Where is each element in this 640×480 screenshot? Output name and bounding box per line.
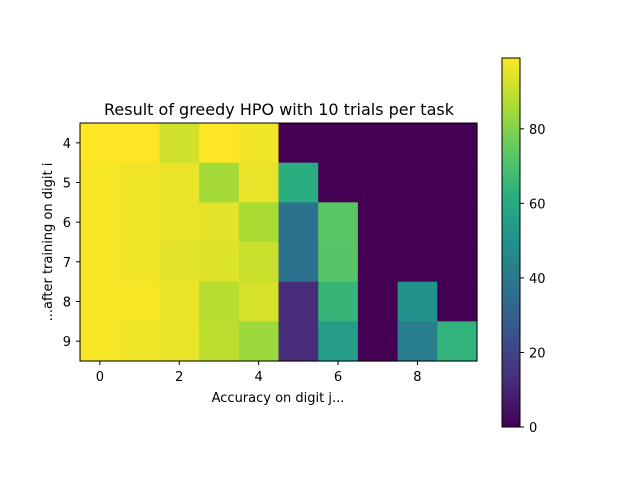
x-tick-label: 4	[255, 370, 263, 385]
heatmap-cell-r4-c2	[159, 123, 200, 164]
heatmap-cell-r7-c5	[278, 242, 319, 283]
colorbar-ticks: 0 20 40 60 80	[520, 123, 546, 436]
heatmap-cell-r6-c7	[357, 202, 399, 243]
heatmap-cell-r8-c6	[318, 281, 359, 322]
heatmap-cell-r5-c0	[80, 162, 121, 203]
heatmap-cell-r6-c5	[278, 202, 319, 243]
heatmap-cell-r9-c3	[199, 321, 240, 362]
colorbar-tick-label: 0	[529, 421, 537, 436]
heatmap-cell-r7-c1	[119, 242, 160, 283]
heatmap-cell-r7-c6	[318, 242, 359, 283]
plot-frame	[79, 122, 478, 362]
heatmap-cell-r5-c2	[159, 162, 200, 203]
heatmap-cell-r6-c1	[119, 202, 160, 243]
heatmap-cell-r8-c0	[80, 281, 121, 322]
y-tick-label: 7	[63, 256, 71, 271]
heatmap-cell-r6-c2	[159, 202, 200, 243]
x-tick-label: 0	[96, 370, 104, 385]
x-axis: 0 2 4 6 8	[96, 361, 422, 385]
heatmap-cell-r4-c9	[437, 123, 478, 164]
heatmap-cell-r4-c6	[318, 123, 359, 164]
heatmap-cell-r9-c4	[238, 321, 280, 362]
heatmap-cell-r8-c8	[397, 281, 438, 322]
heatmap-cell-r7-c7	[357, 242, 399, 283]
heatmap-cell-r9-c6	[318, 321, 359, 362]
heatmap-cell-r7-c3	[199, 242, 240, 283]
heatmap-cell-r7-c8	[397, 242, 438, 283]
heatmap-cell-r4-c3	[199, 123, 240, 164]
heatmap-cell-r5-c4	[238, 162, 280, 203]
heatmap-cell-r4-c8	[397, 123, 438, 164]
x-axis-label: Accuracy on digit j...	[212, 391, 345, 406]
heatmap-cells	[80, 123, 478, 362]
heatmap-cell-r9-c5	[278, 321, 319, 362]
heatmap-cell-r9-c1	[119, 321, 160, 362]
heatmap-cell-r7-c4	[238, 242, 280, 283]
heatmap-cell-r6-c4	[238, 202, 280, 243]
heatmap-cell-r8-c7	[357, 281, 399, 322]
heatmap-cell-r6-c9	[437, 202, 478, 243]
heatmap-cell-r4-c7	[357, 123, 399, 164]
heatmap-cell-r8-c1	[119, 281, 160, 322]
heatmap-cell-r8-c5	[278, 281, 319, 322]
colorbar-tick-label: 40	[529, 272, 546, 287]
heatmap-cell-r8-c9	[437, 281, 478, 322]
heatmap-cell-r6-c3	[199, 202, 240, 243]
heatmap-cell-r9-c9	[437, 321, 478, 362]
heatmap-cell-r5-c9	[437, 162, 478, 203]
heatmap-cell-r5-c3	[199, 162, 240, 203]
heatmap-cell-r4-c5	[278, 123, 319, 164]
heatmap-cell-r4-c0	[80, 123, 121, 164]
y-tick-label: 4	[63, 137, 71, 152]
x-tick-label: 6	[334, 370, 342, 385]
heatmap-cell-r5-c5	[278, 162, 319, 203]
colorbar	[501, 57, 521, 428]
heatmap-cell-r9-c8	[397, 321, 438, 362]
y-tick-label: 8	[63, 296, 71, 311]
heatmap-cell-r5-c7	[357, 162, 399, 203]
heatmap-cell-r9-c7	[357, 321, 399, 362]
colorbar-tick-label: 80	[529, 123, 546, 138]
x-tick-label: 8	[413, 370, 421, 385]
heatmap-cell-r6-c8	[397, 202, 438, 243]
heatmap-cell-r8-c4	[238, 281, 280, 322]
heatmap-cell-r7-c2	[159, 242, 200, 283]
y-axis-label: ...after training on digit i	[41, 163, 56, 322]
heatmap-cell-r6-c6	[318, 202, 359, 243]
heatmap-cell-r5-c6	[318, 162, 359, 203]
colorbar-tick-label: 20	[529, 346, 546, 361]
heatmap-cell-r5-c1	[119, 162, 160, 203]
y-axis: 4 5 6 7 8 9	[63, 137, 80, 350]
heatmap-cell-r5-c8	[397, 162, 438, 203]
heatmap-cell-r7-c9	[437, 242, 478, 283]
y-tick-label: 9	[63, 335, 71, 350]
y-tick-label: 6	[63, 216, 71, 231]
heatmap-cell-r9-c0	[80, 321, 121, 362]
heatmap-cell-r6-c0	[80, 202, 121, 243]
colorbar-tick-label: 60	[529, 197, 546, 212]
y-tick-label: 5	[63, 177, 71, 192]
heatmap-cell-r8-c2	[159, 281, 200, 322]
heatmap-cell-r8-c3	[199, 281, 240, 322]
heatmap-cell-r4-c1	[119, 123, 160, 164]
heatmap-cell-r7-c0	[80, 242, 121, 283]
heatmap-cell-r4-c4	[238, 123, 280, 164]
heatmap-cell-r9-c2	[159, 321, 200, 362]
chart-title: Result of greedy HPO with 10 trials per …	[104, 100, 455, 119]
x-tick-label: 2	[175, 370, 183, 385]
